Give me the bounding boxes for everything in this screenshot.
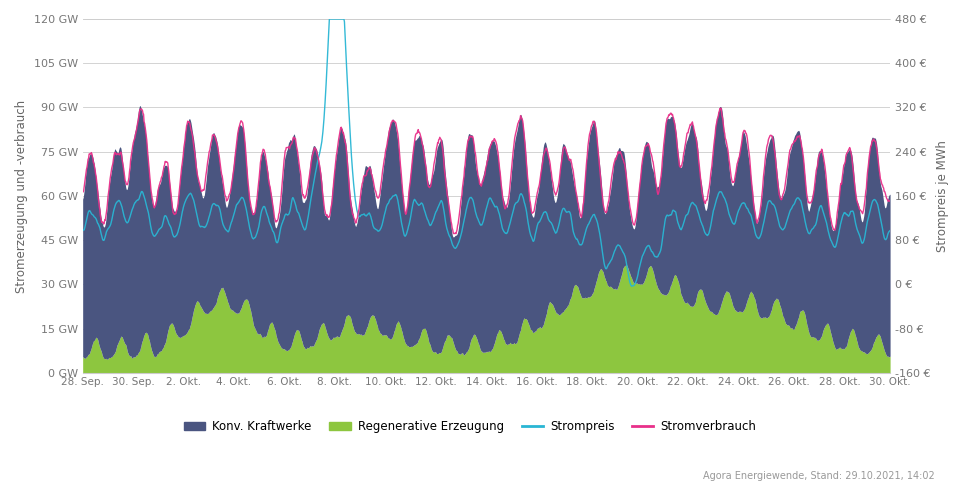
Text: Agora Energiewende, Stand: 29.10.2021, 14:02: Agora Energiewende, Stand: 29.10.2021, 1… xyxy=(704,471,935,481)
Y-axis label: Strompreis je MWh: Strompreis je MWh xyxy=(936,140,949,252)
Legend: Konv. Kraftwerke, Regenerative Erzeugung, Strompreis, Stromverbrauch: Konv. Kraftwerke, Regenerative Erzeugung… xyxy=(179,416,762,438)
Y-axis label: Stromerzeugung und -verbrauch: Stromerzeugung und -verbrauch xyxy=(15,99,28,293)
